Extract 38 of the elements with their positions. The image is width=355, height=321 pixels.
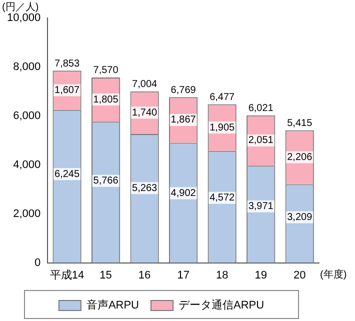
y-axis-title: (円／人): [2, 2, 39, 13]
total-label: 5,415: [287, 118, 313, 129]
y-tick-label: 8,000: [13, 60, 41, 73]
total-label: 7,004: [132, 79, 158, 90]
x-tick-label: 17: [177, 269, 190, 282]
data-label: 3,209: [287, 212, 313, 223]
legend-label: 音声ARPU: [86, 298, 140, 312]
x-tick-label: 19: [254, 269, 267, 282]
data-label: 1,905: [210, 122, 236, 134]
y-tick-label: 2,000: [13, 208, 41, 220]
data-label: 5,263: [132, 182, 158, 194]
total-label: 6,769: [170, 84, 196, 96]
x-axis-title: (年度): [320, 268, 347, 281]
y-tick-label: 4,000: [13, 158, 41, 171]
y-tick-label: 10,000: [6, 12, 41, 24]
total-label: 6,477: [210, 92, 236, 103]
data-label: 6,245: [54, 168, 80, 180]
data-label: 1,867: [170, 114, 196, 126]
x-tick-label: 平成14: [50, 268, 84, 282]
total-label: 7,570: [93, 65, 119, 76]
x-tick-label: 18: [216, 269, 228, 282]
data-label: 2,051: [248, 135, 274, 146]
data-label: 5,766: [93, 176, 119, 187]
x-tick-label: 16: [138, 269, 151, 282]
data-label: 1,740: [132, 107, 158, 118]
x-tick-label: 15: [100, 269, 112, 282]
data-label: 1,805: [93, 94, 119, 106]
data-label: 3,971: [248, 201, 274, 212]
data-label: 1,607: [54, 85, 80, 96]
data-label: 2,206: [287, 152, 313, 163]
legend-label: データ通信ARPU: [178, 298, 264, 312]
x-tick-label: 20: [293, 269, 306, 282]
total-label: 6,021: [248, 103, 274, 114]
data-label: 4,902: [170, 188, 196, 199]
data-label: 4,572: [210, 192, 236, 204]
total-label: 7,853: [54, 58, 80, 70]
y-tick-label: 0: [34, 256, 41, 269]
y-tick-label: 6,000: [13, 110, 41, 122]
